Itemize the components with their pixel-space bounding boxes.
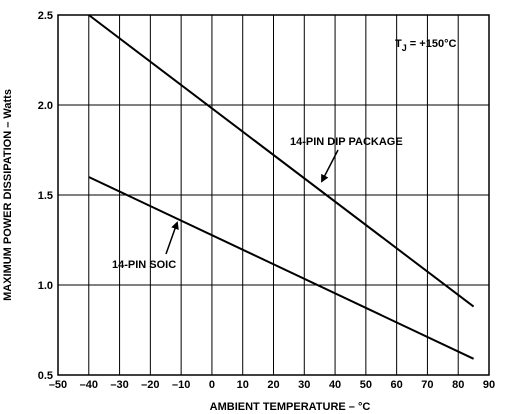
x-tick-label: 90 — [483, 379, 495, 391]
x-tick-label: 80 — [452, 379, 464, 391]
series-lines — [88, 14, 475, 360]
x-tick-label: 0 — [209, 379, 215, 391]
dip-package-label: 14-PIN DIP PACKAGE — [290, 136, 403, 148]
y-axis-label: MAXIMUM POWER DISSIPATION – Watts — [2, 89, 14, 301]
grid-lines — [58, 15, 489, 375]
x-tick-label: 20 — [267, 379, 279, 391]
x-tick-label: –30 — [110, 379, 128, 391]
dip-package-line — [88, 14, 475, 308]
y-tick-labels: 0.5 1.0 1.5 2.0 2.5 — [38, 10, 53, 382]
x-tick-label: –50 — [49, 379, 67, 391]
x-tick-label: 70 — [421, 379, 433, 391]
plot-frame — [57, 14, 490, 376]
x-tick-label: 30 — [298, 379, 310, 391]
y-tick-label: 2.5 — [38, 10, 53, 22]
x-tick-label: 10 — [237, 379, 249, 391]
tj-prefix: T — [395, 38, 402, 50]
x-tick-label: –20 — [141, 379, 159, 391]
soic-label: 14-PIN SOIC — [112, 259, 176, 271]
x-tick-label: 50 — [360, 379, 372, 391]
x-axis-label: AMBIENT TEMPERATURE – °C — [210, 401, 371, 413]
tj-subscript: J — [402, 43, 407, 53]
x-tick-label: –40 — [80, 379, 98, 391]
y-tick-label: 1.0 — [38, 280, 53, 292]
junction-temp-annotation: TJ = +150°C — [395, 38, 456, 53]
dip-arrow — [321, 149, 339, 183]
y-tick-label: 1.5 — [38, 190, 53, 202]
x-tick-label: –10 — [172, 379, 190, 391]
x-tick-labels: –50 –40 –30 –20 –10 0 10 20 30 40 50 60 70 80 90 — [49, 379, 495, 391]
soic-arrow — [165, 221, 179, 255]
y-tick-label: 2.0 — [38, 100, 53, 112]
tj-suffix: = +150°C — [407, 38, 457, 50]
y-tick-label: 0.5 — [38, 370, 53, 382]
soic-line — [88, 176, 475, 360]
x-tick-label: 40 — [329, 379, 341, 391]
x-tick-label: 60 — [391, 379, 403, 391]
